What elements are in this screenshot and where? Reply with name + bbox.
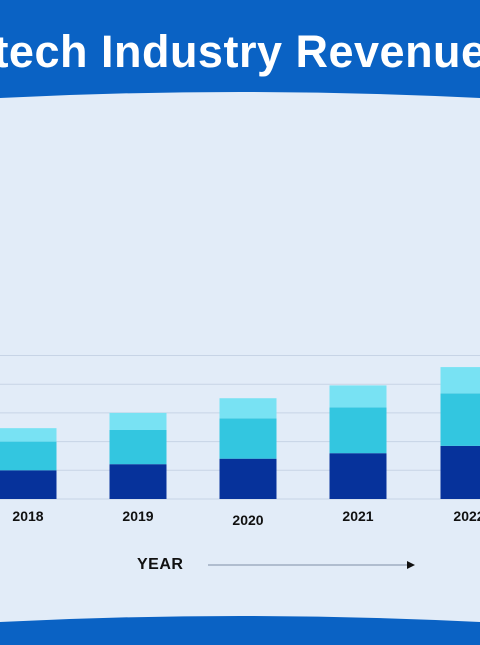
chart-title: tech Industry Revenue [0, 26, 480, 77]
x-tick-label: 2018 [12, 508, 43, 524]
bar-segment [109, 429, 167, 465]
header-background [0, 0, 480, 104]
x-axis-label: YEAR [137, 556, 184, 573]
bar-segment [0, 470, 57, 499]
bar-segment [219, 458, 277, 499]
bar-segment [440, 393, 480, 446]
bar-segment [440, 367, 480, 394]
x-tick-label: 2021 [342, 508, 373, 524]
chart-plot-area: 2018 2019 2020 2021 2022 [0, 354, 480, 528]
x-axis-row: YEAR [0, 548, 480, 584]
bar-segment [109, 464, 167, 499]
footer-background [0, 616, 480, 645]
bar-segment [109, 412, 167, 430]
bar-segment [0, 441, 57, 471]
footer-banner [0, 612, 480, 645]
bar-segment [329, 407, 387, 454]
x-axis-arrow-icon [208, 561, 415, 569]
bar-segment [219, 418, 277, 459]
header-banner: tech Industry Revenue [0, 0, 480, 104]
x-tick-label: 2019 [122, 508, 153, 524]
x-tick-label: 2020 [232, 512, 263, 528]
x-tick-label: 2022 [453, 508, 480, 524]
bar-segment [0, 428, 57, 442]
bar-segment [219, 398, 277, 419]
bar-segment [329, 453, 387, 499]
bar-segment [329, 385, 387, 408]
bar-segment [440, 445, 480, 499]
